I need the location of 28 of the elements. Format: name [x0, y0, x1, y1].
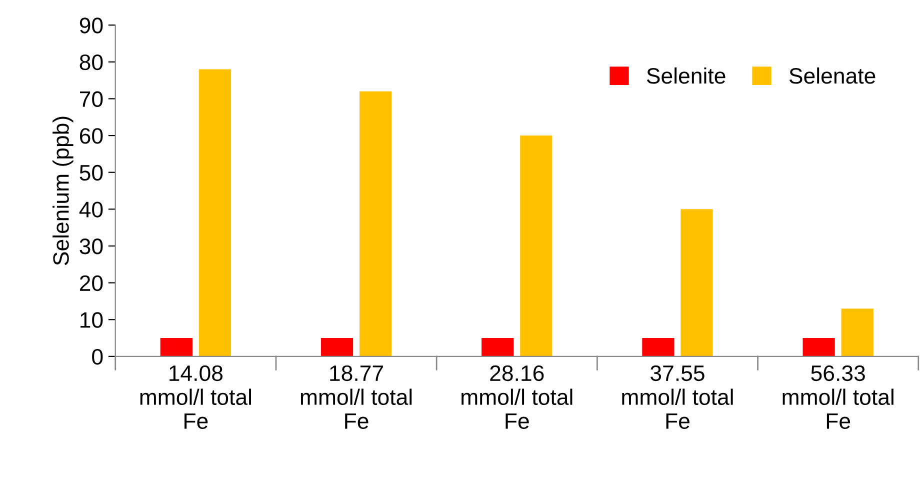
y-axis-title: Selenium (ppb): [52, 116, 74, 266]
y-tick-label: 50: [80, 164, 103, 181]
x-tick-label: 56.33 mmol/l total Fe: [782, 365, 894, 429]
y-tick-label: 80: [80, 54, 103, 70]
bar: [520, 136, 552, 356]
x-tick-label: 37.55 mmol/l total Fe: [622, 365, 733, 429]
bar: [841, 308, 874, 356]
x-tick-label: 28.16 mmol/l total Fe: [462, 365, 572, 429]
y-tick-label: 90: [80, 18, 103, 34]
bar: [320, 338, 354, 356]
bar: [198, 69, 232, 356]
legend-label: Selenite: [646, 67, 726, 84]
x-tick-label: 18.77 mmol/l total Fe: [300, 365, 412, 429]
x-tick-label: 14.08 mmol/l total Fe: [140, 365, 251, 429]
y-tick-label: 70: [80, 91, 103, 107]
bar: [680, 209, 713, 356]
y-tick-label: 20: [80, 275, 103, 292]
y-tick-label: 30: [80, 238, 103, 254]
y-tick-label: 10: [80, 312, 103, 328]
bar: [642, 338, 674, 356]
y-tick-label: 60: [80, 128, 103, 144]
bar: [160, 338, 192, 356]
bar: [359, 91, 392, 356]
y-tick-label: 40: [79, 202, 103, 218]
y-tick-label: 0: [92, 348, 103, 365]
bar: [802, 338, 835, 356]
bar: [482, 338, 514, 356]
legend-label: Selenate: [789, 67, 876, 84]
